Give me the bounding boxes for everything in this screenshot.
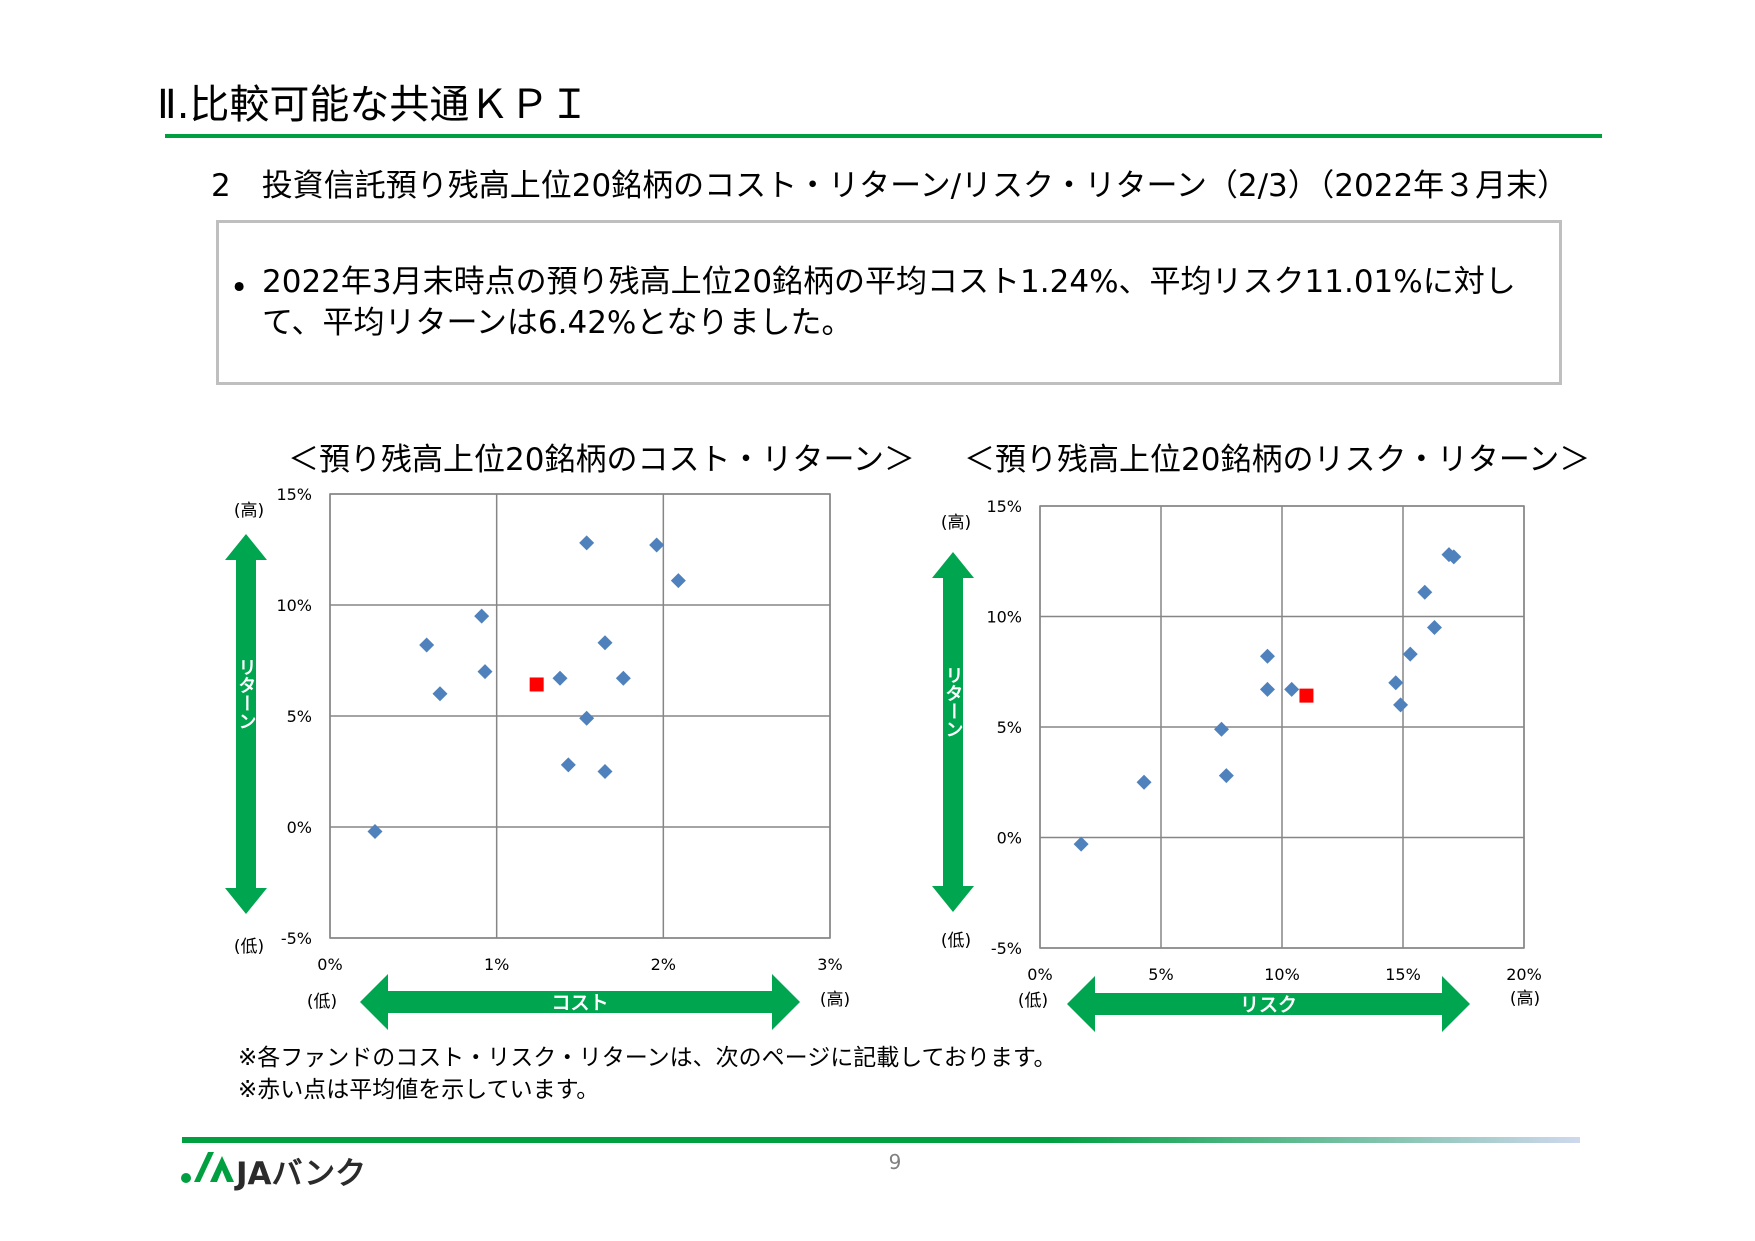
footnote-red-point: ※赤い点は平均値を示しています。 bbox=[238, 1077, 600, 1103]
data-point bbox=[477, 664, 493, 680]
data-point bbox=[560, 757, 576, 773]
y-tick-label: 15% bbox=[276, 485, 312, 504]
data-point bbox=[597, 764, 613, 779]
y-tick-label: 10% bbox=[276, 596, 312, 615]
summary-box bbox=[216, 220, 1562, 385]
return-axis-arrow-icon bbox=[225, 534, 267, 914]
cost-return-scatter-chart: -5% 0% 5% 10% 15% 0% 1% 2% 3% リターン (高) (低) コスト (低) (高) bbox=[225, 485, 850, 1030]
return-axis-arrow-icon bbox=[932, 552, 974, 912]
title-divider bbox=[165, 134, 1602, 138]
data-point bbox=[552, 670, 568, 686]
x-tick-label: 3% bbox=[817, 955, 842, 974]
data-point bbox=[1393, 697, 1409, 713]
x-low-label: (低) bbox=[307, 992, 337, 1012]
data-point bbox=[367, 823, 383, 839]
ja-logo-icon bbox=[181, 1152, 234, 1183]
data-point bbox=[1073, 836, 1089, 852]
data-point bbox=[1388, 675, 1404, 691]
x-high-label: (高) bbox=[1510, 989, 1540, 1009]
footer-divider bbox=[182, 1137, 1580, 1143]
x-tick-label: 2% bbox=[651, 955, 676, 974]
data-point bbox=[615, 670, 631, 686]
average-point bbox=[529, 677, 544, 692]
x-tick-label: 20% bbox=[1506, 965, 1542, 984]
x-tick-label: 15% bbox=[1385, 965, 1421, 984]
x-axis-arrow-icon bbox=[1067, 976, 1470, 1032]
x-tick-label: 0% bbox=[317, 955, 342, 974]
data-point bbox=[670, 573, 686, 589]
y-high-label: (高) bbox=[234, 501, 264, 521]
y-low-label: (低) bbox=[941, 931, 971, 951]
return-axis-label: リターン bbox=[943, 666, 964, 738]
y-tick-label: 0% bbox=[287, 818, 312, 837]
return-axis-label: リターン bbox=[236, 658, 257, 730]
data-point bbox=[1426, 620, 1442, 636]
x-high-label: (高) bbox=[820, 990, 850, 1010]
average-point bbox=[1299, 688, 1314, 703]
data-point bbox=[1446, 549, 1462, 565]
data-point bbox=[1259, 648, 1275, 664]
page-subtitle: 2 投資信託預り残高上位20銘柄のコスト・リターン/リスク・リターン（2/3）（… bbox=[211, 168, 1569, 204]
footnote-data-source: ※各ファンドのコスト・リスク・リターンは、次のページに記載しております。 bbox=[238, 1045, 1057, 1071]
data-point bbox=[1417, 584, 1433, 600]
summary-text: 2022年3月末時点の預り残高上位20銘柄の平均コスト1.24%、平均リスク11… bbox=[262, 264, 1516, 341]
cost-return-chart-title: ＜預り残高上位20銘柄のコスト・リターン＞ bbox=[288, 442, 915, 478]
y-high-label: (高) bbox=[941, 513, 971, 533]
x-tick-label: 0% bbox=[1027, 965, 1052, 984]
y-tick-label: 5% bbox=[287, 707, 312, 726]
data-point bbox=[1284, 681, 1300, 697]
y-tick-label: 0% bbox=[997, 829, 1022, 848]
page-title: Ⅱ.比較可能な共通ＫＰＩ bbox=[157, 82, 590, 128]
data-point bbox=[649, 537, 665, 553]
data-point bbox=[419, 637, 435, 653]
data-point bbox=[474, 608, 490, 624]
x-axis-arrow-icon bbox=[360, 974, 800, 1030]
x-tick-label: 10% bbox=[1264, 965, 1300, 984]
data-point bbox=[1259, 681, 1275, 697]
logo-text: JAバンク bbox=[236, 1156, 367, 1192]
data-point bbox=[579, 535, 595, 551]
x-low-label: (低) bbox=[1018, 991, 1048, 1011]
y-tick-label: -5% bbox=[991, 939, 1022, 958]
page-number: 9 bbox=[888, 1150, 902, 1174]
summary-bullet: • bbox=[230, 270, 249, 306]
data-point bbox=[1214, 721, 1229, 737]
y-tick-label: -5% bbox=[281, 929, 312, 948]
x-tick-label: 5% bbox=[1148, 965, 1173, 984]
data-point bbox=[1402, 646, 1418, 662]
x-tick-label: 1% bbox=[484, 955, 509, 974]
y-tick-label: 5% bbox=[997, 718, 1022, 737]
x-axis-label: コスト bbox=[551, 992, 608, 1014]
risk-return-chart-title: ＜預り残高上位20銘柄のリスク・リターン＞ bbox=[964, 442, 1591, 478]
x-axis-label: リスク bbox=[1240, 994, 1297, 1016]
data-point bbox=[1218, 768, 1234, 784]
data-point bbox=[1136, 774, 1152, 790]
y-low-label: (低) bbox=[234, 937, 264, 957]
y-tick-label: 10% bbox=[986, 608, 1022, 627]
y-tick-label: 15% bbox=[986, 497, 1022, 516]
data-point bbox=[432, 686, 448, 702]
data-point bbox=[597, 635, 613, 651]
data-point bbox=[579, 710, 595, 726]
